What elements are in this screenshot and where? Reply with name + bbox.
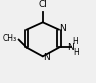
Text: N: N [59, 24, 66, 33]
Text: Cl: Cl [38, 0, 47, 9]
Text: CH₃: CH₃ [2, 34, 16, 43]
Text: N: N [43, 53, 50, 62]
Text: H: H [72, 37, 78, 46]
Text: N: N [68, 43, 74, 52]
Text: H: H [73, 48, 79, 57]
